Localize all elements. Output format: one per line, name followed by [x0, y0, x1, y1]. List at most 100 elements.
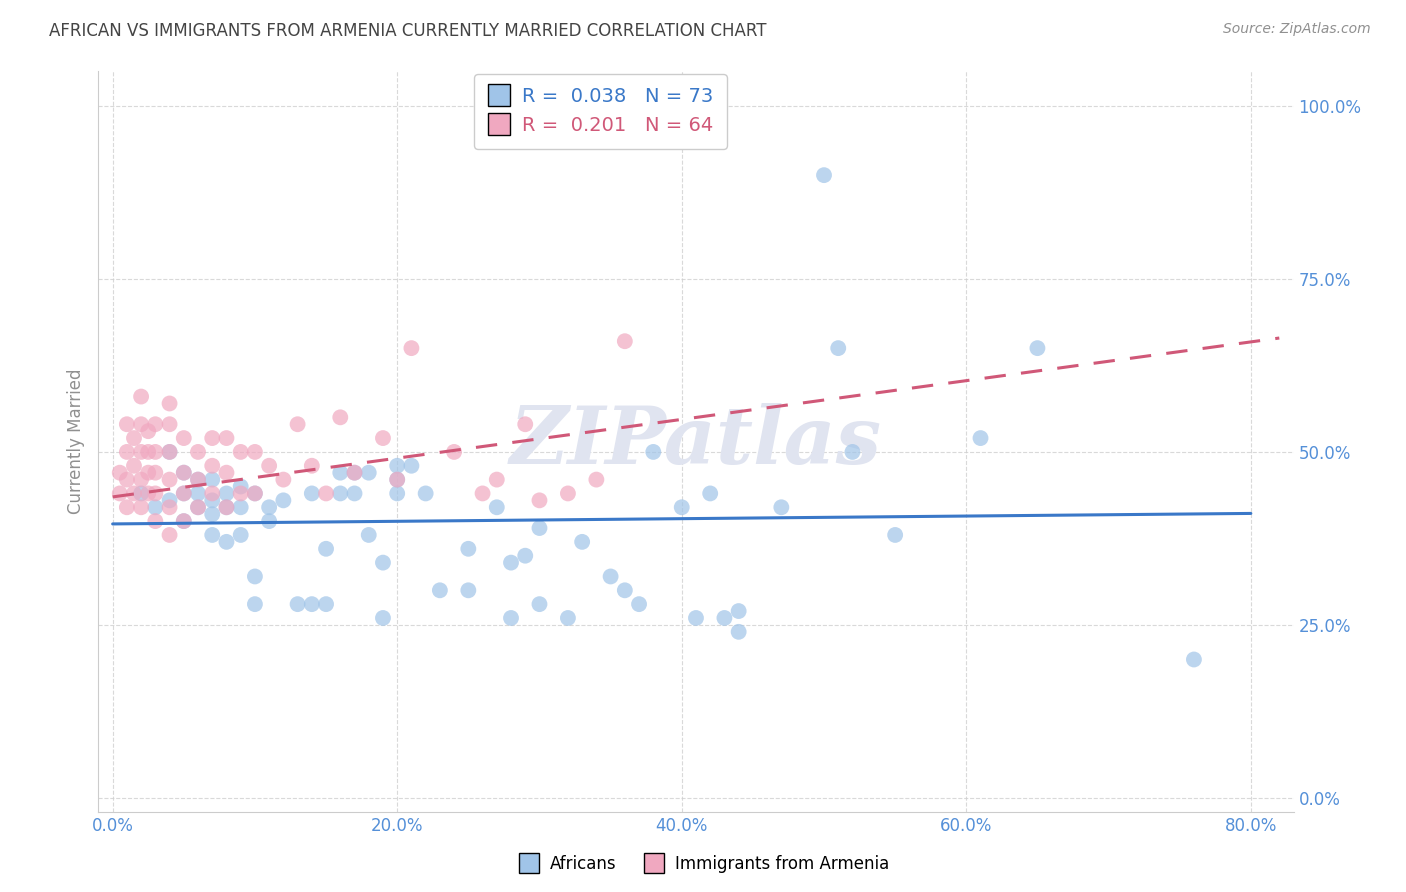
Point — [173, 514, 195, 528]
Point — [201, 507, 224, 521]
Point — [287, 597, 309, 611]
Point — [585, 473, 607, 487]
Point — [329, 410, 352, 425]
Point — [343, 466, 366, 480]
Point — [143, 445, 166, 459]
Point — [499, 611, 522, 625]
Point — [115, 445, 138, 459]
Point — [1182, 652, 1205, 666]
Point — [159, 445, 181, 459]
Point — [357, 466, 380, 480]
Point — [385, 458, 409, 473]
Point — [215, 466, 238, 480]
Point — [343, 466, 366, 480]
Point — [229, 500, 252, 515]
Point — [613, 334, 636, 349]
Point — [599, 569, 621, 583]
Point — [415, 486, 437, 500]
Point — [243, 486, 266, 500]
Point — [187, 486, 209, 500]
Point — [515, 549, 537, 563]
Point — [229, 445, 252, 459]
Point — [229, 479, 252, 493]
Point — [129, 445, 152, 459]
Point — [115, 500, 138, 515]
Legend: Africans, Immigrants from Armenia: Africans, Immigrants from Armenia — [510, 848, 896, 880]
Point — [485, 473, 508, 487]
Point — [108, 466, 131, 480]
Point — [229, 486, 252, 500]
Point — [187, 473, 209, 487]
Point — [187, 500, 209, 515]
Point — [529, 493, 551, 508]
Point — [129, 390, 152, 404]
Point — [315, 541, 337, 556]
Point — [129, 417, 152, 432]
Point — [243, 597, 266, 611]
Point — [699, 486, 721, 500]
Point — [499, 556, 522, 570]
Point — [159, 396, 181, 410]
Point — [187, 473, 209, 487]
Point — [471, 486, 494, 500]
Point — [201, 528, 224, 542]
Point — [115, 473, 138, 487]
Point — [770, 500, 793, 515]
Text: ZIPatlas: ZIPatlas — [510, 403, 882, 480]
Point — [884, 528, 907, 542]
Point — [813, 168, 835, 182]
Point — [329, 466, 352, 480]
Point — [187, 445, 209, 459]
Point — [136, 424, 159, 438]
Point — [287, 417, 309, 432]
Point — [343, 486, 366, 500]
Point — [201, 458, 224, 473]
Point — [257, 514, 280, 528]
Point — [385, 473, 409, 487]
Point — [643, 445, 665, 459]
Point — [628, 597, 651, 611]
Point — [215, 534, 238, 549]
Point — [257, 458, 280, 473]
Point — [173, 486, 195, 500]
Point — [529, 597, 551, 611]
Point — [371, 431, 394, 445]
Point — [159, 500, 181, 515]
Point — [515, 417, 537, 432]
Point — [727, 624, 749, 639]
Point — [159, 528, 181, 542]
Point — [457, 541, 479, 556]
Point — [143, 486, 166, 500]
Point — [201, 493, 224, 508]
Point — [301, 458, 323, 473]
Point — [159, 417, 181, 432]
Point — [136, 445, 159, 459]
Point — [671, 500, 693, 515]
Point — [122, 431, 145, 445]
Point — [357, 528, 380, 542]
Point — [827, 341, 849, 355]
Point — [727, 604, 749, 618]
Point — [215, 486, 238, 500]
Point — [315, 597, 337, 611]
Point — [401, 341, 423, 355]
Point — [122, 486, 145, 500]
Point — [143, 466, 166, 480]
Point — [159, 493, 181, 508]
Point — [385, 473, 409, 487]
Point — [457, 583, 479, 598]
Point — [129, 473, 152, 487]
Point — [215, 500, 238, 515]
Point — [273, 473, 295, 487]
Point — [557, 611, 579, 625]
Point — [243, 445, 266, 459]
Text: AFRICAN VS IMMIGRANTS FROM ARMENIA CURRENTLY MARRIED CORRELATION CHART: AFRICAN VS IMMIGRANTS FROM ARMENIA CURRE… — [49, 22, 766, 40]
Point — [315, 486, 337, 500]
Point — [136, 466, 159, 480]
Point — [529, 521, 551, 535]
Point — [173, 486, 195, 500]
Point — [201, 486, 224, 500]
Point — [571, 534, 593, 549]
Point — [243, 486, 266, 500]
Point — [136, 486, 159, 500]
